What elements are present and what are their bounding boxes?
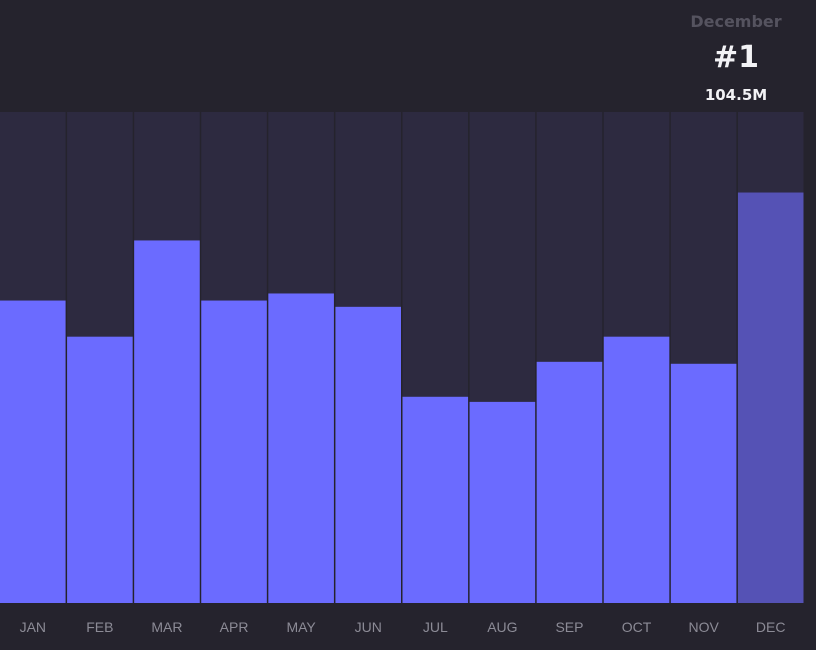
bar-feb[interactable] (67, 336, 133, 603)
bar-jan[interactable] (0, 300, 66, 603)
x-tick-label: SEP (555, 619, 583, 635)
x-tick-label: APR (220, 619, 249, 635)
bar-jun[interactable] (335, 306, 401, 603)
bar-oct[interactable] (603, 336, 670, 603)
x-tick-label: AUG (487, 619, 517, 635)
bar-nov[interactable] (670, 363, 737, 603)
x-tick-label: DEC (756, 619, 786, 635)
selected-month-value: 104.5M (704, 86, 768, 104)
x-tick-label: MAY (286, 619, 316, 635)
x-tick-label: JAN (20, 619, 46, 635)
selected-month-name: December (690, 12, 782, 31)
bar-apr[interactable] (201, 300, 267, 603)
x-tick-label: MAR (151, 619, 182, 635)
bar-dec[interactable] (737, 192, 804, 604)
x-tick-label: FEB (86, 619, 113, 635)
bar-may[interactable] (268, 293, 334, 603)
x-tick-label: OCT (622, 619, 652, 635)
bar-jul[interactable] (402, 396, 469, 603)
x-tick-label: JUN (355, 619, 382, 635)
bar-mar[interactable] (134, 240, 200, 603)
x-tick-label: NOV (688, 619, 719, 635)
x-tick-label: JUL (423, 619, 448, 635)
bar-aug[interactable] (469, 401, 536, 603)
bar-sep[interactable] (536, 361, 603, 603)
selected-month-rank: #1 (712, 40, 759, 75)
selected-month-summary: December #1 104.5M (656, 0, 816, 112)
